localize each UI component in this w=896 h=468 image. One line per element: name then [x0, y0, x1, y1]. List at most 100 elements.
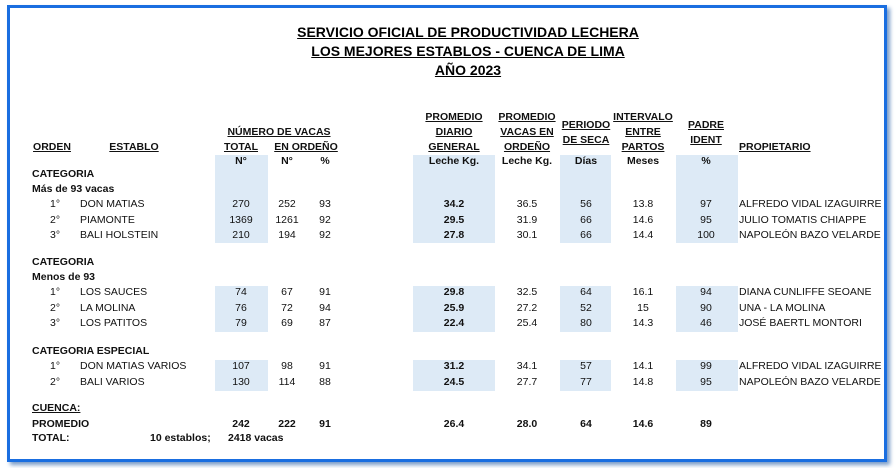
- column-shading: [560, 155, 611, 243]
- header-intervalo: ENTRE: [625, 126, 661, 138]
- column-shading: [413, 286, 495, 332]
- header-promedio-vacas: ORDEÑO: [503, 141, 551, 153]
- header-promedio-diario: DIARIO: [435, 126, 473, 138]
- header-periodo-seca: PERIODO: [561, 119, 611, 131]
- propietario-name: ALFREDO VIDAL IZAGUIRRE: [739, 198, 882, 210]
- header-padre-ident: PADRE: [688, 119, 724, 131]
- total-establos: 10 establos;: [150, 432, 211, 444]
- cell-value: 14.8: [632, 375, 654, 388]
- cell-value: 14.6: [632, 213, 654, 226]
- cell-value: 1369: [229, 213, 253, 226]
- column-shading: [676, 286, 738, 332]
- total-vacas: 2418 vacas: [228, 432, 284, 444]
- cell-value: 52: [580, 301, 592, 314]
- establo-name: LA MOLINA: [80, 301, 136, 314]
- unit-padre: %: [701, 155, 711, 167]
- cell-value: 97: [700, 198, 712, 210]
- cell-value: 27.8: [443, 229, 465, 241]
- unit-total: N°: [235, 155, 247, 167]
- cell-value: 66: [580, 229, 592, 241]
- cell-value: 93: [319, 198, 331, 210]
- cell-value: 25.9: [443, 301, 465, 314]
- promedio-value: 26.4: [443, 418, 465, 430]
- promedio-value: 222: [278, 418, 296, 430]
- unit-ordeno_pct: %: [320, 155, 330, 167]
- cell-value: 15: [637, 301, 649, 314]
- header-promedio-diario: PROMEDIO: [425, 111, 483, 123]
- promedio-value: 91: [319, 418, 331, 430]
- cell-value: 99: [700, 360, 712, 372]
- cell-value: 76: [235, 301, 247, 314]
- propietario-name: JOSÉ BAERTL MONTORI: [739, 317, 862, 329]
- cell-value: 88: [319, 375, 331, 388]
- cell-value: 57: [580, 360, 592, 372]
- column-shading: [215, 155, 268, 243]
- cell-value: 94: [319, 301, 331, 314]
- group-label: CATEGORIA ESPECIAL: [32, 345, 150, 357]
- establo-name: PIAMONTE: [80, 213, 135, 226]
- title-line-1: SERVICIO OFICIAL DE PRODUCTIVIDAD LECHER…: [297, 24, 639, 40]
- cell-value: 74: [235, 286, 247, 298]
- cell-value: 90: [700, 301, 712, 314]
- cell-value: 98: [281, 360, 293, 372]
- promedio-value: 242: [232, 418, 250, 430]
- header-intervalo: INTERVALO: [613, 111, 673, 123]
- cell-value: 14.3: [632, 317, 654, 329]
- cell-value: 34.1: [516, 360, 538, 372]
- cell-value: 34.2: [443, 198, 465, 210]
- title-line-3: AÑO 2023: [434, 62, 502, 78]
- cell-value: 13.8: [632, 198, 654, 210]
- cell-value: 29.8: [443, 286, 465, 298]
- header-propietario: PROPIETARIO: [739, 141, 811, 153]
- cell-value: 77: [580, 375, 592, 388]
- cell-value: 194: [278, 229, 296, 241]
- rank: 1°: [49, 286, 61, 298]
- group-label: CATEGORIA: [32, 256, 95, 268]
- cell-value: 92: [319, 213, 331, 226]
- cell-value: 24.5: [443, 375, 465, 388]
- propietario-name: JULIO TOMATIS CHIAPPE: [739, 213, 867, 226]
- cell-value: 91: [319, 286, 331, 298]
- cuenca-label: CUENCA:: [32, 402, 81, 414]
- cell-value: 14.1: [632, 360, 654, 372]
- cell-value: 25.4: [516, 317, 538, 329]
- cell-value: 210: [232, 229, 250, 241]
- cell-value: 69: [281, 317, 293, 329]
- cell-value: 64: [580, 286, 592, 298]
- cell-value: 130: [232, 375, 250, 388]
- cell-value: 56: [580, 198, 592, 210]
- establo-name: BALI HOLSTEIN: [80, 229, 159, 241]
- cell-value: 30.1: [516, 229, 538, 241]
- document-frame: [7, 5, 887, 462]
- header-total: TOTAL: [223, 141, 259, 153]
- header-promedio-vacas: VACAS EN: [500, 126, 554, 138]
- cell-value: 95: [700, 375, 712, 388]
- rank: 2°: [49, 375, 61, 388]
- column-shading: [215, 360, 268, 391]
- cell-value: 107: [232, 360, 250, 372]
- rank: 2°: [49, 213, 61, 226]
- title-line-2: LOS MEJORES ESTABLOS - CUENCA DE LIMA: [311, 43, 625, 59]
- cell-value: 31.9: [516, 213, 538, 226]
- header-padre-ident: IDENT: [690, 134, 722, 146]
- establo-name: DON MATIAS: [80, 198, 145, 210]
- propietario-name: NAPOLEÓN BAZO VELARDE: [739, 375, 881, 388]
- header-promedio-diario: GENERAL: [428, 141, 480, 153]
- cell-value: 1261: [275, 213, 299, 226]
- unit-dias: Días: [574, 155, 598, 167]
- cell-value: 270: [232, 198, 250, 210]
- header-en-ordeno: EN ORDEÑO: [274, 141, 338, 153]
- rank: 1°: [49, 360, 61, 372]
- column-shading: [215, 286, 268, 332]
- cell-value: 14.4: [632, 229, 654, 241]
- cell-value: 36.5: [516, 198, 538, 210]
- group-sublabel: Menos de 93: [32, 271, 96, 283]
- propietario-name: DIANA CUNLIFFE SEOANE: [739, 286, 872, 298]
- header-numero-vacas: NÚMERO DE VACAS: [227, 126, 331, 138]
- cell-value: 72: [281, 301, 293, 314]
- propietario-name: NAPOLEÓN BAZO VELARDE: [739, 229, 881, 241]
- propietario-name: UNA - LA MOLINA: [739, 301, 826, 314]
- cell-value: 32.5: [516, 286, 538, 298]
- rank: 3°: [49, 317, 61, 329]
- cell-value: 252: [278, 198, 296, 210]
